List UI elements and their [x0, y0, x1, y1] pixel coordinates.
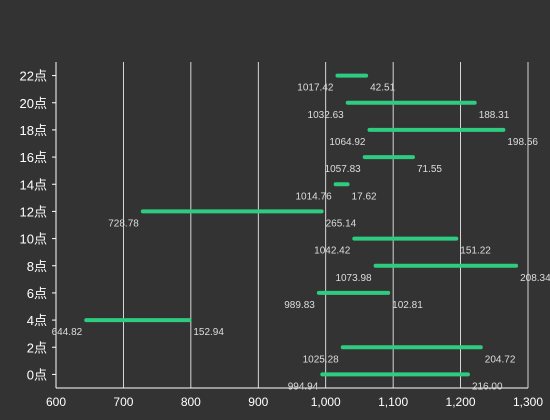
y-tick-labels: 0点 2点 4点 6点 8点 10点 12点 14点 16点 18点 20点 22点 — [20, 69, 47, 383]
x-tick-label: 1,100 — [378, 395, 408, 409]
y-tick-label: 22点 — [20, 69, 47, 84]
bar-start-label: 1064.92 — [329, 137, 366, 148]
bar-length-label: 102.81 — [392, 300, 423, 311]
bar-length-label: 188.31 — [479, 110, 510, 121]
bar-start-label: 1025.28 — [303, 354, 340, 365]
bar-length-label: 208.34 — [520, 273, 550, 284]
bar-length-label: 151.22 — [460, 246, 491, 257]
y-tick-label: 4点 — [27, 313, 47, 328]
bar-length-label: 198.56 — [507, 137, 538, 148]
bar-length-label: 204.72 — [485, 354, 516, 365]
y-tick-label: 20点 — [20, 96, 47, 111]
bar-length-label: 152.94 — [193, 327, 224, 338]
y-tick-label: 2点 — [27, 340, 47, 355]
bar-start-label: 1014.76 — [296, 191, 333, 202]
x-tick-label: 1,000 — [311, 395, 341, 409]
bar-length-label: 71.55 — [417, 164, 442, 175]
bar-start-label: 1057.83 — [325, 164, 362, 175]
y-tick-label: 12点 — [20, 204, 47, 219]
bar-start-label: 1032.63 — [308, 110, 345, 121]
x-tick-label: 600 — [46, 395, 66, 409]
bar-start-label: 1017.42 — [297, 83, 334, 94]
y-tick-label: 18点 — [20, 123, 47, 138]
bar-start-label: 1042.42 — [314, 246, 351, 257]
y-tick-label: 10点 — [20, 232, 47, 247]
y-tick-label: 6点 — [27, 286, 47, 301]
x-tick-label: 900 — [248, 395, 268, 409]
bar-start-label: 994.94 — [288, 381, 319, 392]
x-tick-labels: 600 700 800 900 1,000 1,100 1,200 1,300 — [46, 395, 543, 409]
x-tick-label: 700 — [113, 395, 133, 409]
axes — [52, 62, 528, 389]
x-tick-label: 1,300 — [513, 395, 543, 409]
x-tick-label: 800 — [181, 395, 201, 409]
y-tick-label: 8点 — [27, 259, 47, 274]
bar-labels: 994.94 216.00 1025.28 204.72 644.82 152.94 989… — [52, 83, 550, 393]
bar-length-label: 265.14 — [326, 218, 357, 229]
bar-length-label: 17.62 — [352, 191, 377, 202]
y-tick-label: 0点 — [27, 367, 47, 382]
bars — [84, 73, 519, 377]
bar-start-label: 644.82 — [52, 327, 83, 338]
bar-length-label: 216.00 — [472, 381, 503, 392]
y-tick-label: 16点 — [20, 150, 47, 165]
bar-start-label: 728.78 — [108, 218, 139, 229]
grid-lines — [123, 62, 529, 388]
y-tick-label: 14点 — [20, 177, 47, 192]
bar-start-label: 1073.98 — [335, 273, 372, 284]
bar-length-label: 42.51 — [370, 83, 395, 94]
x-tick-label: 1,200 — [446, 395, 476, 409]
bar-start-label: 989.83 — [284, 300, 315, 311]
